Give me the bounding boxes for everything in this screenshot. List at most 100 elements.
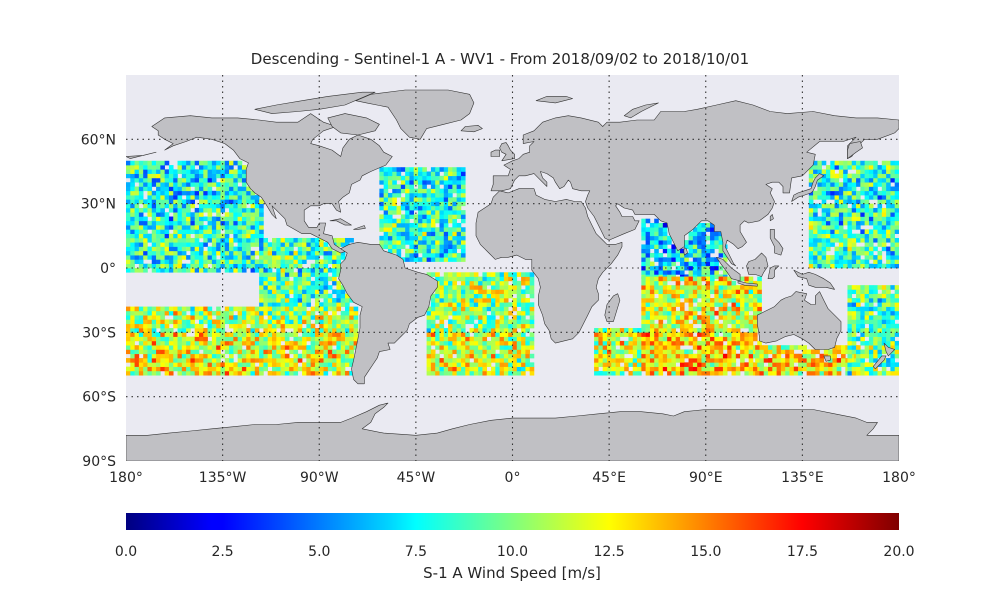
wind-cell <box>246 362 251 367</box>
wind-cell <box>302 246 307 252</box>
wind-cell <box>246 306 251 312</box>
wind-cell <box>181 237 187 243</box>
wind-cell <box>748 336 754 342</box>
wind-cell <box>181 315 187 320</box>
wind-cell <box>675 276 681 282</box>
wind-cell <box>641 323 646 329</box>
wind-cell <box>160 362 165 367</box>
wind-cell <box>830 216 835 222</box>
wind-cell <box>701 257 707 262</box>
wind-cell <box>246 233 251 239</box>
wind-cell <box>499 302 505 307</box>
wind-cell <box>503 276 509 282</box>
wind-cell <box>830 195 835 200</box>
wind-cell <box>718 289 724 295</box>
wind-cell <box>267 336 273 342</box>
wind-cell <box>851 336 857 342</box>
wind-cell <box>847 310 853 316</box>
wind-cell <box>594 362 599 367</box>
wind-cell <box>134 328 140 333</box>
wind-cell <box>512 353 518 359</box>
wind-cell <box>856 302 861 307</box>
wind-cell <box>692 340 698 346</box>
wind-cell <box>456 289 462 295</box>
wind-cell <box>336 306 342 312</box>
wind-cell <box>499 319 505 325</box>
land-iceland <box>460 125 483 133</box>
wind-cell <box>297 306 303 312</box>
wind-cell <box>710 261 715 267</box>
wind-cell <box>323 289 329 295</box>
wind-cell <box>233 220 238 226</box>
wind-cell <box>740 332 745 337</box>
wind-cell <box>491 319 496 325</box>
wind-cell <box>628 358 634 363</box>
wind-cell <box>860 177 865 183</box>
wind-cell <box>233 160 238 166</box>
wind-cell <box>710 244 715 249</box>
wind-cell <box>813 237 818 243</box>
wind-cell <box>241 216 247 222</box>
wind-cell <box>868 195 874 200</box>
wind-cell <box>237 366 243 372</box>
wind-cell <box>160 220 165 226</box>
wind-cell <box>126 173 131 179</box>
wind-cell <box>199 195 204 200</box>
wind-cell <box>314 358 320 363</box>
wind-cell <box>130 169 135 174</box>
wind-cell <box>710 345 715 350</box>
wind-cell <box>143 250 148 256</box>
wind-cell <box>722 328 728 333</box>
wind-cell <box>263 332 269 337</box>
wind-cell <box>327 268 333 273</box>
wind-cell <box>439 205 445 211</box>
wind-cell <box>220 259 226 265</box>
wind-cell <box>293 315 299 320</box>
wind-cell <box>186 306 191 312</box>
wind-cell <box>525 319 530 325</box>
wind-cell <box>138 358 144 363</box>
wind-cell <box>276 272 281 277</box>
wind-cell <box>886 332 891 337</box>
wind-cell <box>877 203 883 209</box>
wind-cell <box>323 259 329 265</box>
wind-cell <box>190 182 196 187</box>
wind-cell <box>806 370 812 376</box>
wind-cell <box>284 255 290 260</box>
wind-cell <box>323 242 329 247</box>
wind-cell <box>714 257 719 262</box>
wind-cell <box>345 345 350 350</box>
wind-cell <box>688 231 694 237</box>
wind-cell <box>220 242 226 247</box>
wind-cell <box>310 362 316 367</box>
wind-cell <box>138 220 144 226</box>
wind-cell <box>284 315 290 320</box>
wind-cell <box>851 306 857 312</box>
wind-cell <box>705 276 711 282</box>
wind-cell <box>413 197 419 202</box>
wind-cell <box>881 182 887 187</box>
wind-cell <box>254 310 260 316</box>
wind-cell <box>379 235 384 241</box>
wind-cell <box>418 222 423 228</box>
wind-cell <box>199 203 204 209</box>
wind-cell <box>284 272 290 277</box>
wind-cell <box>164 220 170 226</box>
wind-cell <box>267 268 273 273</box>
wind-cell <box>503 285 509 290</box>
wind-cell <box>164 349 170 355</box>
wind-cell <box>250 370 256 376</box>
wind-cell <box>628 340 634 346</box>
wind-cell <box>267 315 273 320</box>
wind-cell <box>422 175 427 181</box>
wind-cell <box>662 323 668 329</box>
wind-cell <box>186 177 191 183</box>
wind-cell <box>332 276 337 282</box>
wind-cell <box>443 197 449 202</box>
wind-cell <box>821 207 827 213</box>
wind-cell <box>851 207 857 213</box>
wind-cell <box>147 212 153 217</box>
wind-cell <box>460 332 466 337</box>
wind-cell <box>748 293 754 299</box>
wind-cell <box>881 242 887 247</box>
